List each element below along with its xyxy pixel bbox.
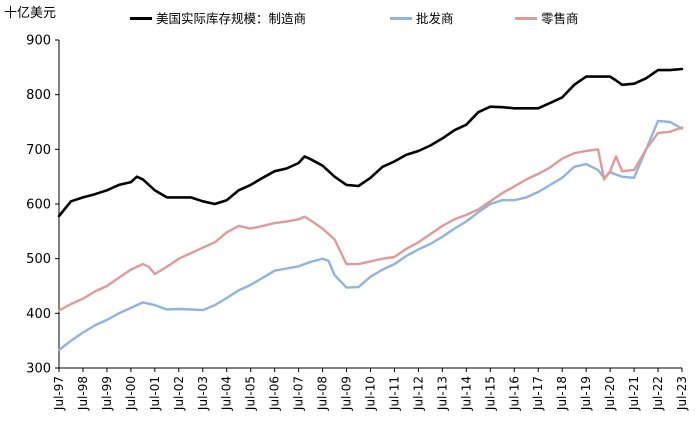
series-line-manufacturers <box>57 67 684 218</box>
legend-swatch <box>515 17 537 20</box>
legend-label-wholesalers: 批发商 <box>416 11 454 26</box>
y-tick-label: 800 <box>26 88 51 103</box>
x-tick-label: Jul-99 <box>100 376 114 411</box>
y-tick-label: 700 <box>26 143 51 158</box>
x-tick-label: Jul-07 <box>292 376 306 411</box>
x-tick-label: Jul-03 <box>196 376 210 411</box>
chart-series-lines <box>57 67 684 352</box>
x-tick-label: Jul-17 <box>531 376 545 411</box>
chart-axes: 300 400 500 600 700 800 900 Jul-97 Jul-98 Jul-99 J… <box>26 34 689 412</box>
x-tick-label: Jul-14 <box>459 376 473 411</box>
series-line-retailers <box>57 126 684 312</box>
x-tick-label: Jul-09 <box>340 376 354 411</box>
x-tick-label: Jul-23 <box>675 376 689 411</box>
x-tick-label: Jul-11 <box>387 376 401 411</box>
x-tick-label: Jul-20 <box>603 376 617 411</box>
x-tick-label: Jul-10 <box>364 376 378 411</box>
legend-item-retailers: 零售商 <box>515 8 579 27</box>
y-tick-label: 600 <box>26 198 51 213</box>
x-tick-label: Jul-16 <box>507 376 521 411</box>
y-tick-label: 400 <box>26 307 51 322</box>
series-line-wholesalers <box>57 119 684 352</box>
legend-label-manufacturers: 美国实际库存规模：制造商 <box>156 11 307 26</box>
x-tick-label: Jul-08 <box>316 376 330 411</box>
x-tick-label: Jul-97 <box>52 376 66 411</box>
x-tick-label: Jul-01 <box>148 376 162 411</box>
x-tick-label: Jul-19 <box>579 376 593 411</box>
legend-label-retailers: 零售商 <box>541 11 579 26</box>
x-tick-label: Jul-13 <box>435 376 449 411</box>
x-tick-label: Jul-04 <box>220 376 234 411</box>
y-tick-label: 300 <box>26 362 51 377</box>
x-tick-label: Jul-12 <box>411 376 425 411</box>
x-tick-label: Jul-15 <box>483 376 497 411</box>
x-tick-label: Jul-05 <box>244 376 258 411</box>
y-axis-unit-label: 十亿美元 <box>4 6 57 21</box>
y-tick-label: 500 <box>26 252 51 267</box>
x-tick-label: Jul-02 <box>172 376 186 411</box>
x-tick-label: Jul-18 <box>555 376 569 411</box>
legend-swatch <box>390 17 412 20</box>
legend-item-manufacturers: 美国实际库存规模：制造商 <box>130 8 306 27</box>
y-tick-label: 900 <box>26 34 51 49</box>
x-tick-label: Jul-21 <box>627 376 641 411</box>
legend-item-wholesalers: 批发商 <box>390 8 454 27</box>
x-tick-label: Jul-22 <box>651 376 665 411</box>
legend-swatch <box>130 17 152 20</box>
x-tick-label: Jul-00 <box>124 376 138 411</box>
x-tick-label: Jul-06 <box>268 376 282 411</box>
x-tick-label: Jul-98 <box>76 376 90 411</box>
